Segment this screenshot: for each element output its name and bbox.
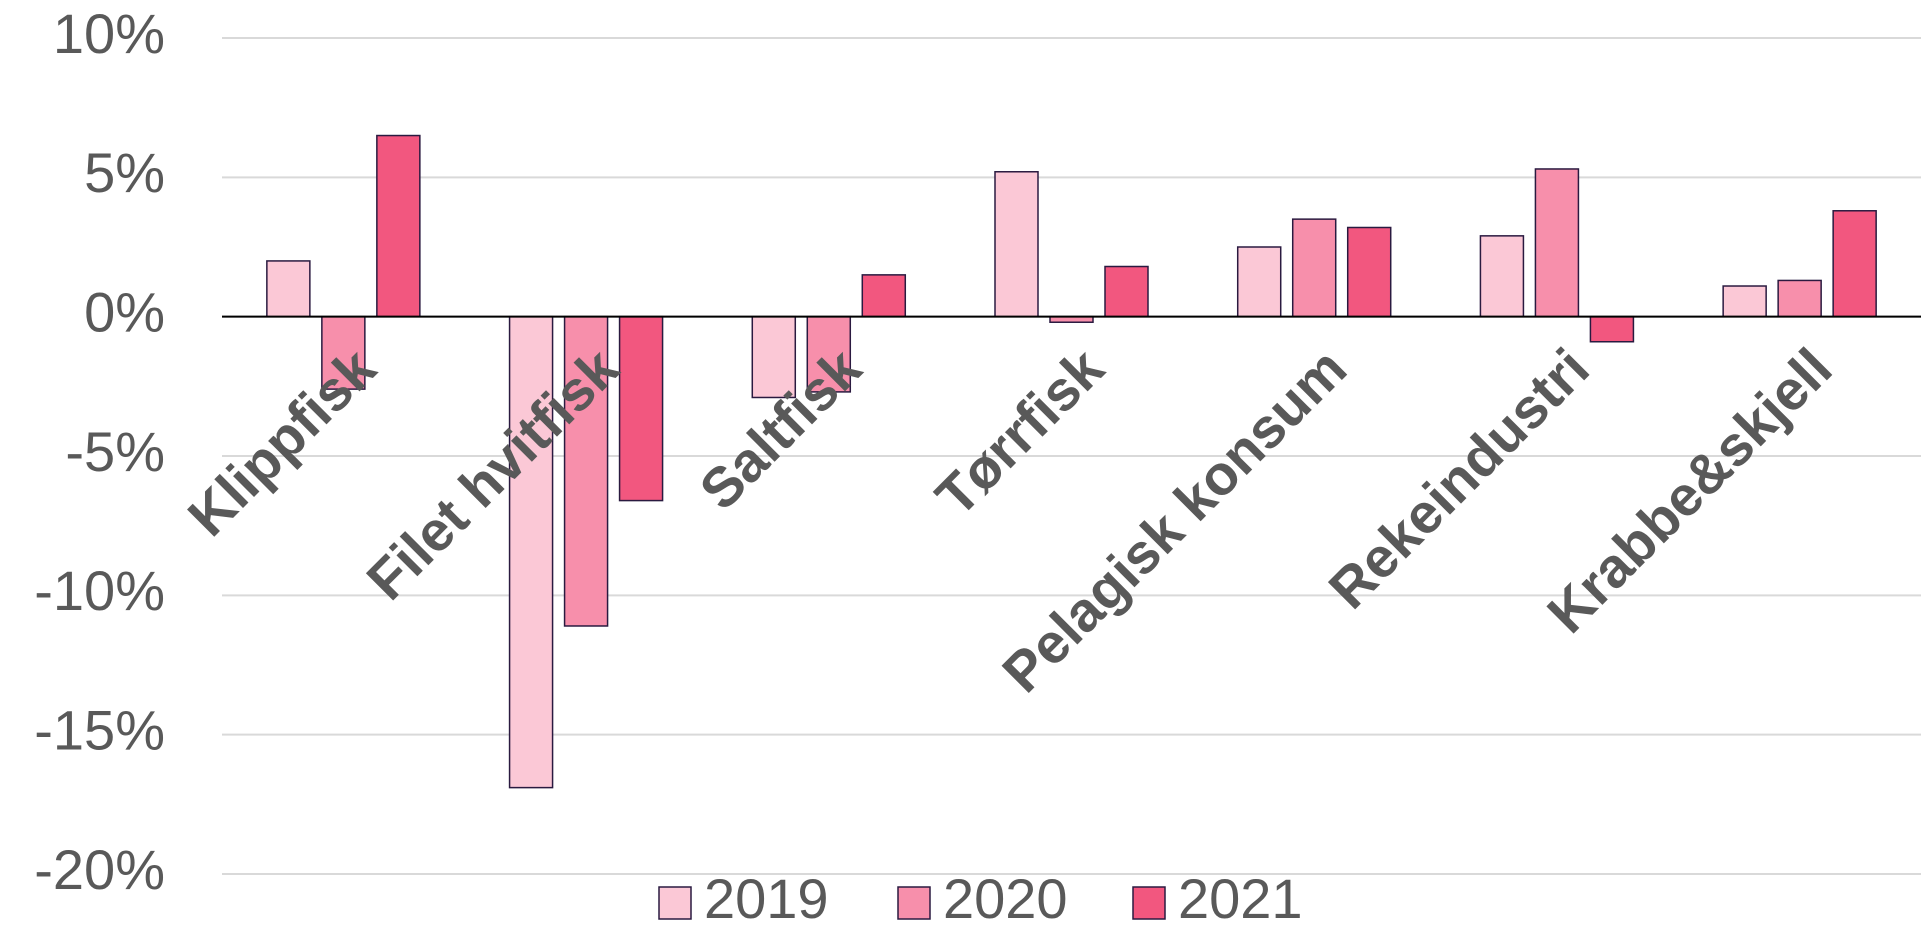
legend-swatch: [658, 886, 692, 920]
bar: [1722, 285, 1767, 318]
legend-label: 2020: [943, 867, 1068, 927]
y-tick-label: 10%: [53, 2, 165, 65]
x-tick-label: Tørrfisk: [923, 335, 1116, 528]
bar: [1291, 218, 1337, 318]
bar: [806, 315, 852, 393]
y-tick-label: 0%: [84, 280, 165, 343]
y-tick-label: -10%: [34, 559, 165, 622]
bar: [994, 171, 1039, 318]
bar: [751, 315, 797, 399]
bar: [1832, 210, 1877, 318]
bar: [1479, 235, 1525, 318]
bar: [1589, 315, 1635, 343]
bar: [321, 315, 366, 390]
x-tick-label: Klippfisk: [176, 335, 388, 547]
legend-swatch: [1132, 886, 1166, 920]
bar: [861, 274, 907, 318]
bar: [563, 315, 609, 627]
bar: [1777, 279, 1822, 318]
bar: [266, 260, 311, 318]
y-tick-label: -5%: [65, 420, 165, 483]
y-tick-label: 5%: [84, 141, 165, 204]
bar: [508, 315, 554, 789]
bar: [618, 315, 664, 502]
legend-swatch: [897, 886, 931, 920]
bar: [1104, 265, 1149, 318]
bar: [1236, 246, 1282, 318]
bar: [376, 134, 421, 318]
legend-label: 2019: [704, 867, 829, 927]
legend-label: 2021: [1178, 867, 1303, 927]
bar: [1534, 168, 1580, 318]
y-tick-label: -20%: [34, 838, 165, 901]
y-tick-label: -15%: [34, 698, 165, 761]
bar: [1346, 226, 1392, 318]
